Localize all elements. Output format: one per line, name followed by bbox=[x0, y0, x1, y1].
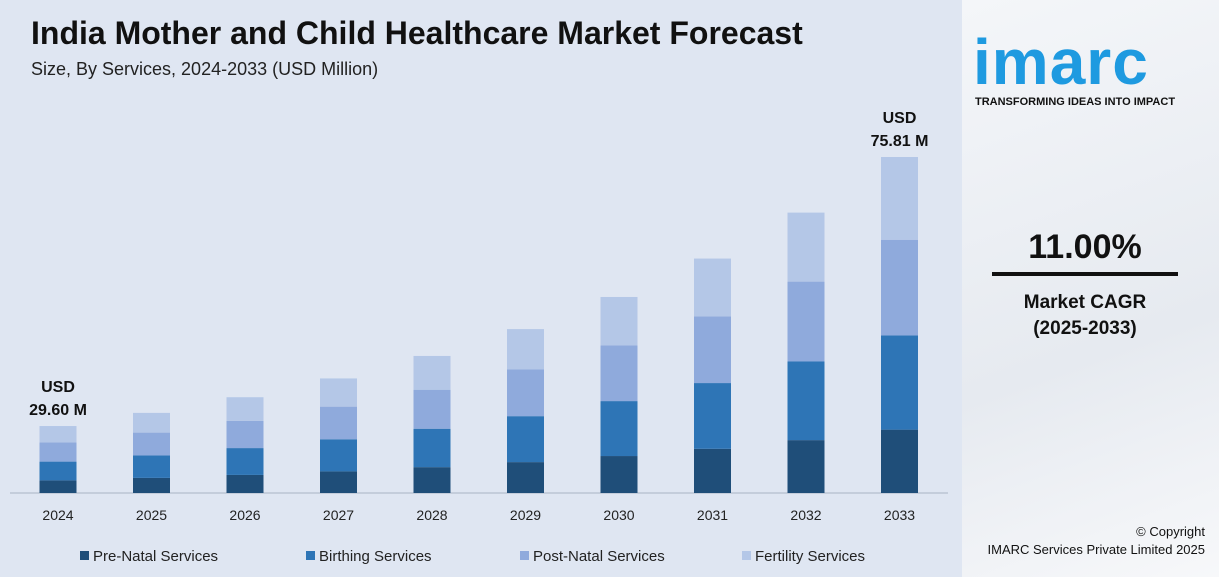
bar-segment bbox=[413, 389, 451, 429]
bar-segment bbox=[694, 316, 731, 384]
bar-segment bbox=[787, 361, 825, 441]
brand-panel bbox=[962, 0, 1219, 577]
bar-segment bbox=[226, 397, 264, 421]
bar-segment bbox=[694, 448, 731, 493]
legend-label: Pre-Natal Services bbox=[93, 548, 218, 565]
bar-segment bbox=[320, 378, 357, 407]
bar-segment bbox=[39, 426, 77, 443]
x-tick-label: 2024 bbox=[42, 507, 73, 523]
legend-label: Post-Natal Services bbox=[533, 548, 665, 565]
bar-segment bbox=[694, 383, 731, 449]
bar-segment bbox=[320, 471, 357, 493]
x-tick-label: 2028 bbox=[416, 507, 447, 523]
total-annotation: USD bbox=[41, 379, 75, 396]
chart-subtitle: Size, By Services, 2024-2033 (USD Millio… bbox=[31, 59, 379, 79]
bar-segment bbox=[39, 442, 77, 462]
bar-segment bbox=[787, 281, 825, 362]
bar-segment bbox=[413, 467, 451, 493]
bar-segment bbox=[507, 462, 544, 493]
x-tick-label: 2025 bbox=[136, 507, 167, 523]
x-tick-label: 2026 bbox=[229, 507, 260, 523]
total-annotation: USD bbox=[883, 110, 917, 127]
bar-segment bbox=[600, 296, 638, 346]
cagr-divider bbox=[992, 272, 1178, 276]
bar-segment bbox=[133, 432, 170, 456]
cagr-period: (2025-2033) bbox=[1033, 318, 1137, 339]
bar-segment bbox=[600, 456, 638, 493]
bar-segment bbox=[507, 329, 544, 370]
bar-segment bbox=[881, 239, 918, 336]
bar-segment bbox=[600, 345, 638, 402]
legend-label: Fertility Services bbox=[755, 548, 865, 565]
bar-segment bbox=[787, 212, 825, 282]
bar-segment bbox=[226, 420, 264, 449]
logo-tagline: TRANSFORMING IDEAS INTO IMPACT bbox=[975, 96, 1176, 108]
copyright-line1: © Copyright bbox=[1136, 524, 1205, 539]
legend-swatch bbox=[742, 551, 751, 560]
bar-segment bbox=[600, 401, 638, 457]
bar-segment bbox=[320, 406, 357, 440]
legend-swatch bbox=[80, 551, 89, 560]
bar-segment bbox=[226, 448, 264, 475]
chart-title: India Mother and Child Healthcare Market… bbox=[31, 15, 803, 51]
x-tick-label: 2032 bbox=[790, 507, 821, 523]
stacked-bar-chart: 2024 2025 2026 2027 2028 2029 2030 2031 2032 2033… bbox=[10, 110, 948, 565]
x-tick-label: 2027 bbox=[323, 507, 354, 523]
bar-segment bbox=[133, 477, 170, 493]
cagr-label: Market CAGR bbox=[1023, 292, 1147, 313]
bar-segment bbox=[507, 369, 544, 417]
bar-segment bbox=[413, 355, 451, 390]
legend-label: Birthing Services bbox=[319, 548, 432, 565]
bar-segment bbox=[694, 258, 731, 317]
cagr-value: 11.00% bbox=[1028, 228, 1142, 266]
bar-segment bbox=[881, 335, 918, 430]
bar-segment bbox=[413, 428, 451, 468]
bar-segment bbox=[320, 439, 357, 472]
bar-segment bbox=[787, 440, 825, 493]
bar-segment bbox=[507, 416, 544, 463]
imarc-logo: imarc bbox=[973, 26, 1149, 98]
bar-segment bbox=[39, 480, 77, 493]
x-tick-label: 2031 bbox=[697, 507, 728, 523]
bar-segment bbox=[881, 429, 918, 493]
x-tick-label: 2029 bbox=[510, 507, 541, 523]
legend-swatch bbox=[306, 551, 315, 560]
total-annotation: 29.60 M bbox=[29, 402, 87, 419]
x-tick-label: 2030 bbox=[603, 507, 634, 523]
bar-segment bbox=[133, 455, 170, 478]
copyright-line2: IMARC Services Private Limited 2025 bbox=[987, 542, 1205, 557]
bar-segment bbox=[881, 157, 918, 240]
bar-segment bbox=[39, 461, 77, 481]
bar-segment bbox=[226, 474, 264, 493]
total-annotation: 75.81 M bbox=[871, 133, 929, 150]
legend-swatch bbox=[520, 551, 529, 560]
x-tick-label: 2033 bbox=[884, 507, 915, 523]
bar-segment bbox=[133, 412, 170, 433]
